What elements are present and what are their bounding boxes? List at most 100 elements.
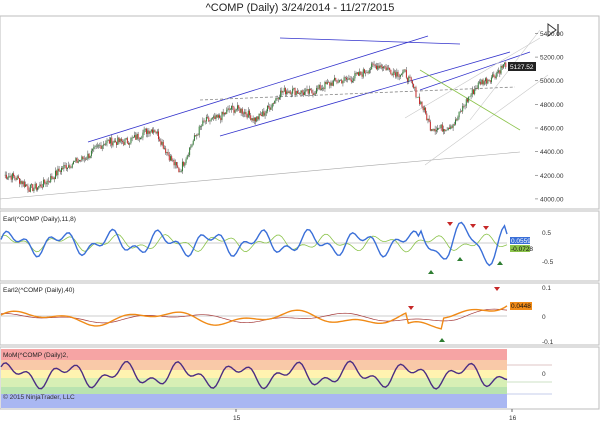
last-price-label: 5127.52 [510, 64, 534, 71]
candle-down [319, 84, 321, 90]
candle-up [96, 145, 98, 147]
candle-down [355, 73, 357, 75]
candle-down [197, 134, 199, 136]
candle-up [377, 65, 379, 70]
candle-up [292, 88, 294, 94]
candle-up [278, 97, 280, 100]
candle-down [155, 131, 157, 134]
candle-up [352, 80, 354, 82]
earl-last-tag [510, 237, 530, 244]
candle-down [118, 137, 120, 143]
candle-down [381, 67, 383, 69]
candle-down [391, 73, 393, 76]
candle-up [144, 128, 146, 130]
candle-up [247, 110, 249, 118]
candle-up [330, 82, 332, 86]
dashed-median-line[interactable] [199, 86, 516, 101]
candle-down [372, 63, 374, 65]
candle-up [392, 71, 394, 76]
candle-up [290, 93, 292, 95]
candle-down [243, 113, 245, 115]
candle-up [366, 72, 368, 74]
earl2-panel[interactable] [0, 282, 600, 346]
candle-down [486, 78, 488, 84]
candle-down [405, 70, 407, 78]
candle-up [408, 76, 410, 82]
channel-line-lower[interactable] [419, 51, 531, 91]
candle-up [211, 117, 213, 119]
candle-down [373, 64, 375, 66]
candle-up [399, 75, 401, 77]
candle-down [314, 93, 316, 95]
candle-up [25, 184, 27, 187]
candle-up [172, 160, 174, 161]
candle-up [470, 94, 472, 97]
channel-line-middle[interactable] [219, 51, 511, 137]
price-candles [4, 60, 507, 194]
candle-up [95, 145, 97, 147]
candle-down [301, 90, 303, 93]
green-projection-line[interactable] [419, 69, 521, 131]
fan-line-3[interactable] [469, 29, 541, 121]
candle-up [337, 82, 339, 83]
earl2-tick-top: 0.1 [542, 285, 551, 292]
candle-up [202, 120, 204, 126]
candle-up [353, 78, 355, 81]
candle-down [363, 69, 365, 74]
candle-down [154, 130, 156, 132]
candle-up [105, 143, 107, 146]
earl2-label: Earl2(^COMP (Daily),40) [3, 287, 75, 294]
candle-up [403, 69, 405, 73]
candle-up [110, 137, 112, 144]
candle-down [159, 139, 161, 142]
candle-down [296, 91, 298, 94]
candle-down [472, 89, 474, 95]
scroll-to-end-icon[interactable] [547, 23, 559, 37]
fan-line-2[interactable] [404, 37, 541, 119]
candle-up [98, 145, 100, 147]
channel-line-top[interactable] [279, 37, 461, 45]
candle-up [192, 140, 194, 145]
candle-up [179, 171, 181, 173]
fan-line-1[interactable] [424, 74, 549, 166]
candle-down [32, 184, 34, 192]
candle-up [468, 96, 470, 102]
candle-up [237, 105, 239, 110]
long-support-line[interactable] [0, 151, 521, 200]
price-tick-label: 5400.00 [540, 31, 564, 38]
candle-up [7, 177, 9, 179]
candle-down [365, 73, 367, 74]
candle-up [34, 183, 36, 189]
candle-down [317, 88, 319, 89]
price-tick-label: 4400.00 [540, 149, 564, 156]
candle-up [298, 93, 300, 94]
candle-up [20, 181, 22, 184]
candle-up [318, 84, 320, 89]
candle-up [181, 161, 183, 172]
candle-down [310, 88, 312, 90]
candle-down [219, 115, 221, 118]
candle-down [10, 175, 12, 180]
candle-down [312, 92, 314, 95]
candle-down [111, 137, 113, 146]
candle-down [157, 131, 159, 140]
candle-up [265, 111, 267, 114]
candle-up [31, 184, 33, 185]
candle-down [175, 162, 177, 166]
candle-up [22, 181, 24, 185]
mom-line [0, 360, 508, 390]
candle-up [313, 93, 315, 95]
candle-up [293, 87, 295, 89]
candle-up [437, 128, 439, 130]
candle-down [239, 108, 241, 113]
channel-line-upper[interactable] [87, 35, 429, 143]
price-panel[interactable] [0, 15, 600, 210]
candle-up [221, 111, 223, 121]
candle-down [335, 77, 337, 81]
candle-up [474, 89, 476, 95]
candle-down [241, 108, 243, 114]
earl2-sell-marker [494, 287, 500, 291]
candle-up [320, 88, 322, 90]
candle-down [27, 186, 29, 190]
